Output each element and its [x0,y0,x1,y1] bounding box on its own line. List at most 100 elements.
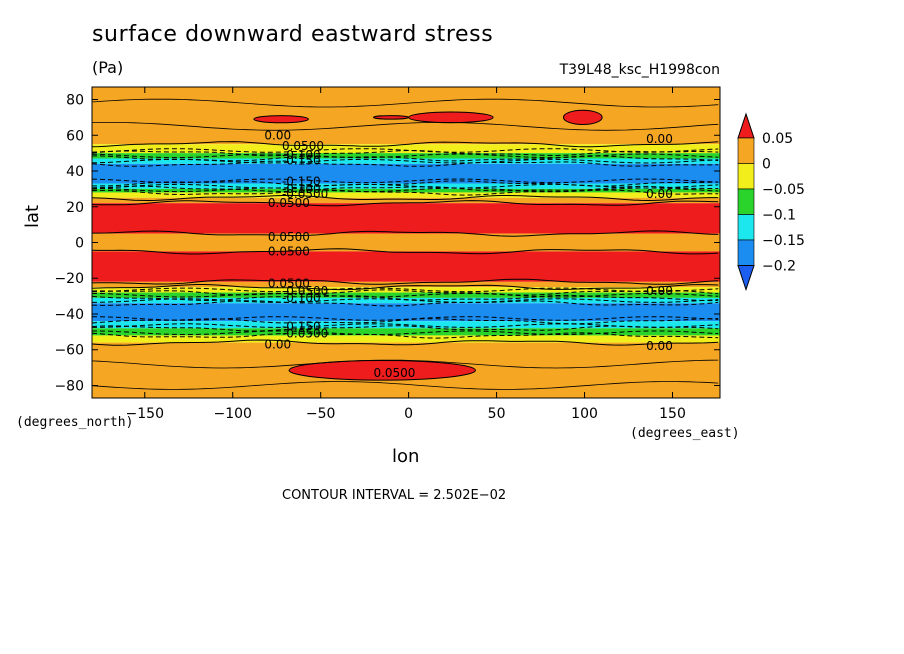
contour-line-polar-1 [91,122,719,131]
contour-line-5 [91,185,719,193]
band-18 [92,328,720,336]
x-tick-label-4: 50 [488,406,506,422]
contour-line-12 [91,284,719,291]
x-axis: −150 −100 −50 0 50 100 150 [126,87,686,422]
contour-label-16: 0.0500 [373,366,415,380]
y-axis-label: lat [22,204,43,228]
contour-line-11 [91,278,719,285]
band-12 [92,281,720,288]
y-axis: 80 60 40 20 0 −20 −40 −60 −80 [54,93,720,394]
contour-line-8 [91,200,719,207]
y-tick-label-7: −60 [54,343,84,359]
y-axis-unit: (degrees_north) [16,415,134,430]
colorbar-label-3: −0.1 [762,208,796,224]
colorbar-swatch-2 [737,163,755,190]
band-19 [92,335,720,343]
contour-interval-note: CONTOUR INTERVAL = 2.502E−02 [282,488,507,503]
contour-label-1: 0.0500 [282,139,324,153]
contour-label-8: 0.0500 [268,230,310,244]
contour-line-extra-14 [91,292,719,298]
contour-line-polar-3 [91,381,719,390]
colorbar: 0.05 0 −0.05 −0.1 −0.15 −0.2 [737,112,805,292]
contour-label-9: 0.0500 [268,244,310,258]
contour-line-extra-18 [92,330,719,335]
contour-lines [91,98,719,390]
contour-label-14: -0.0500 [282,327,328,341]
band-0 [92,87,720,145]
contour-line-extra-3 [91,158,719,164]
band-7 [92,192,720,198]
y-tick-label-2: 40 [66,164,84,180]
patch-0 [253,115,309,124]
y-tick-label-5: −20 [54,271,84,287]
filled-patches [253,109,603,381]
band-11 [92,251,720,282]
contour-label-3: -0.150 [282,153,321,167]
colorbar-label-1: 0 [762,157,771,173]
x-tick-label-0: −150 [126,406,164,422]
contour-line-0 [91,141,719,148]
colorbar-swatch-5 [737,239,755,266]
contour-line-19 [91,339,719,346]
y-tick-label-3: 20 [66,200,84,216]
run-label: T39L48_ksc_H1998con [559,62,720,78]
contour-line-extra-5 [91,183,719,189]
band-6 [92,188,720,193]
y-tick-label-1: 60 [66,128,84,144]
contour-line-extra-2 [91,153,719,159]
contour-line-6 [91,189,719,196]
colorbar-swatch-3 [737,188,755,215]
contour-line-13 [91,289,719,296]
colorbar-bottom-arrow [737,265,755,292]
band-13 [92,287,720,293]
x-tick-label-3: 0 [404,406,413,422]
y-tick-label-4: 0 [75,236,84,252]
band-4 [92,163,720,184]
band-10 [92,233,720,252]
x-tick-label-1: −100 [214,406,252,422]
x-axis-unit: (degrees_east) [630,426,740,441]
contour-line-extra-4 [91,178,719,184]
contour-line-extra-16 [92,316,719,321]
contour-label-6: -0.0500 [282,187,328,201]
patch-3 [562,109,603,126]
contour-label-18: 0.00 [646,187,673,201]
contour-label-20: 0.00 [646,339,673,353]
patch-1 [372,115,410,120]
contour-label-4: -0.150 [282,175,321,189]
contour-line-15 [91,300,719,307]
contour-line-16 [91,318,719,325]
colorbar-top-arrow [737,112,755,139]
x-axis-label: lon [392,446,420,467]
patch-2 [408,111,494,124]
y-tick-label-6: −40 [54,307,84,323]
colorbar-label-5: −0.2 [762,259,796,275]
filled-bands [92,87,720,398]
colorbar-label-4: −0.15 [762,233,805,249]
contour-labels: 0.000.0500-0.100-0.150-0.150-0.100-0.050… [264,128,672,380]
contour-line-3 [91,160,719,167]
contour-label-12: -0.100 [282,291,321,305]
band-1 [92,144,720,154]
contour-label-2: -0.100 [282,148,321,162]
x-tick-label-6: 150 [659,406,686,422]
contour-line-polar-0 [91,98,719,108]
band-8 [92,197,720,204]
contour-label-13: -0.150 [282,320,321,334]
contour-line-10 [91,248,719,255]
band-14 [92,292,720,298]
colorbar-label-2: −0.05 [762,182,805,198]
x-tick-label-2: −50 [306,406,336,422]
contour-line-9 [92,230,719,237]
colorbar-label-0: 0.05 [762,131,793,147]
x-tick-label-5: 100 [571,406,598,422]
contour-line-extra-17 [92,323,719,328]
contour-label-10: 0.0500 [268,277,310,291]
contour-line-18 [91,332,719,339]
contour-line-polar-2 [91,359,719,369]
y-tick-label-8: −80 [54,378,84,394]
contour-label-7: 0.0500 [268,196,310,210]
contour-label-19: 0.00 [646,284,673,298]
contour-label-17: 0.00 [646,132,673,146]
chart-units: (Pa) [92,58,124,77]
